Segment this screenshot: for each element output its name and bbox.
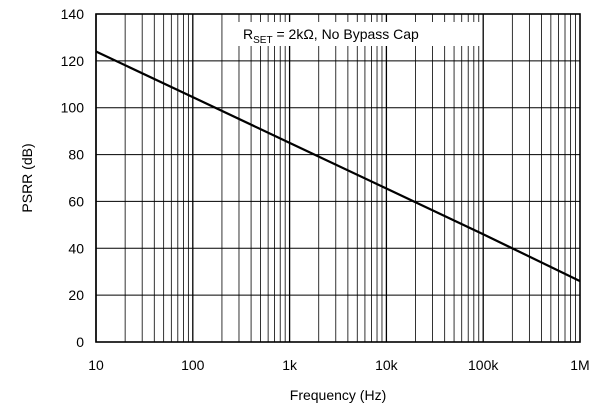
annotation-box: RSET = 2kΩ, No Bypass Cap xyxy=(236,22,482,46)
x-tick-label: 1M xyxy=(570,357,589,373)
y-tick-label: 80 xyxy=(68,147,84,163)
y-tick-label: 140 xyxy=(61,6,85,22)
y-axis-title: PSRR (dB) xyxy=(19,143,35,212)
grid xyxy=(95,14,580,342)
annotation-prefix: R xyxy=(243,26,253,42)
y-tick-label: 120 xyxy=(61,53,85,69)
x-tick-label: 1k xyxy=(282,357,298,373)
y-tick-label: 60 xyxy=(68,193,84,209)
series-line xyxy=(95,50,581,283)
annotation-suffix: = 2kΩ, No Bypass Cap xyxy=(273,26,419,42)
series-lines xyxy=(95,50,581,283)
y-tick-label: 20 xyxy=(68,287,84,303)
y-tick-labels: 0 20 40 60 80 100 120 140 xyxy=(61,6,85,350)
x-tick-label: 10k xyxy=(375,357,399,373)
annotation-text: RSET = 2kΩ, No Bypass Cap xyxy=(243,26,419,46)
x-tick-labels: 10 100 1k 10k 100k 1M xyxy=(88,357,590,373)
y-tick-label: 100 xyxy=(61,100,85,116)
x-axis-title: Frequency (Hz) xyxy=(290,387,386,403)
x-tick-label: 10 xyxy=(88,357,104,373)
x-tick-label: 100 xyxy=(181,357,205,373)
annotation-background xyxy=(236,22,482,46)
y-tick-label: 0 xyxy=(76,334,84,350)
y-tick-label: 40 xyxy=(68,240,84,256)
plot-frame xyxy=(95,13,581,343)
x-tick-label: 100k xyxy=(468,357,499,373)
annotation-subscript: SET xyxy=(253,35,272,46)
